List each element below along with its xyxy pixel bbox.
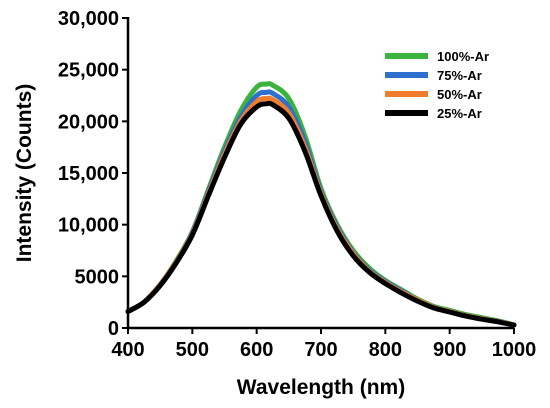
legend-label: 25%-Ar: [437, 106, 482, 121]
legend-label: 50%-Ar: [437, 87, 482, 102]
y-tick-label: 15,000: [58, 163, 119, 185]
x-tick-label: 1000: [492, 339, 537, 361]
x-tick-label: 500: [176, 339, 209, 361]
x-tick-label: 800: [369, 339, 402, 361]
x-tick-label: 700: [304, 339, 337, 361]
series-line-4: [125, 100, 517, 328]
y-tick-label: 30,000: [58, 8, 119, 30]
legend-label: 75%-Ar: [437, 68, 482, 83]
y-tick-label: 25,000: [58, 60, 119, 82]
y-axis-title: Intensity (Counts): [13, 84, 36, 263]
y-tick-label: 10,000: [58, 215, 119, 237]
y-tick-label: 0: [108, 318, 119, 340]
legend: 100%-Ar 75%-Ar 50%-Ar 25%-Ar: [385, 49, 489, 121]
series-line-2: [125, 89, 517, 328]
axes: 400 500 600 700 800 900 1000 0 5000 10,000 15,000 2…: [58, 8, 536, 361]
y-tick-label: 5000: [75, 266, 120, 288]
x-tick-label: 600: [240, 339, 273, 361]
plot-lines: [125, 81, 517, 328]
x-tick-label: 900: [433, 339, 466, 361]
legend-label: 100%-Ar: [437, 49, 489, 64]
y-tick-label: 20,000: [58, 111, 119, 133]
x-tick-label: 400: [111, 339, 144, 361]
x-axis-title: Wavelength (nm): [237, 376, 405, 399]
series-line-3: [125, 95, 517, 328]
